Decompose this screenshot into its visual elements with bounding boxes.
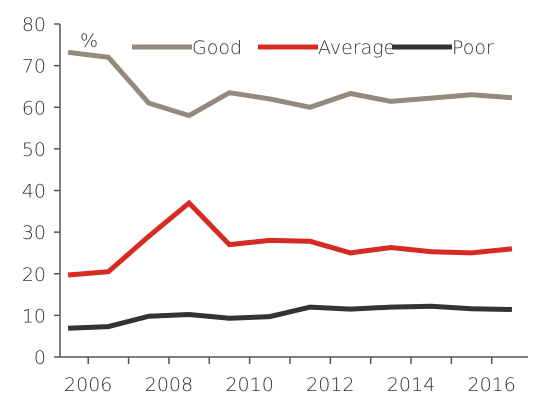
x-tick-label: 2016 — [468, 374, 516, 396]
x-tick-label: 2012 — [306, 374, 354, 396]
series-line-average — [67, 199, 513, 278]
y-tick-label: 30 — [22, 222, 46, 244]
x-tick-label: 2008 — [145, 374, 193, 396]
series-line-poor — [67, 303, 512, 331]
y-tick-label: 60 — [22, 97, 46, 119]
y-tick-label: 40 — [22, 181, 46, 203]
legend: Good Average Poor — [132, 37, 494, 59]
y-tick-label: 80 — [22, 14, 46, 36]
legend-label-good: Good — [192, 37, 242, 59]
y-tick-label: 70 — [22, 56, 46, 78]
legend-label-poor: Poor — [452, 37, 494, 59]
y-tick-label: 50 — [22, 139, 46, 161]
series-line-good — [67, 49, 513, 119]
y-tick-label: 0 — [34, 347, 46, 369]
x-tick-label: 2006 — [64, 374, 112, 396]
y-tick-label: 20 — [22, 264, 46, 286]
legend-label-average: Average — [318, 37, 395, 59]
unit-label: % — [80, 30, 98, 52]
y-axis: 0 10 20 30 40 50 60 70 80 — [22, 14, 61, 369]
x-tick-label: 2010 — [225, 374, 273, 396]
series-lines — [67, 49, 513, 331]
x-axis: 2006 2008 2010 2012 2014 2016 — [60, 356, 528, 396]
y-tick-label: 10 — [22, 305, 46, 327]
x-tick-label: 2014 — [387, 374, 435, 396]
